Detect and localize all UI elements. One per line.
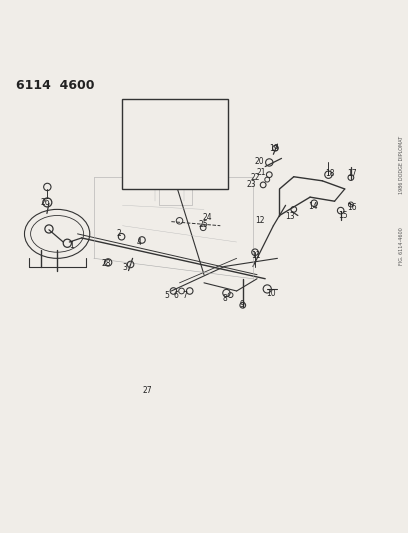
Text: 19: 19: [269, 144, 279, 154]
Text: 7: 7: [182, 292, 187, 301]
Text: 18: 18: [325, 169, 335, 178]
Text: 14: 14: [308, 201, 318, 211]
Text: 25: 25: [198, 220, 208, 229]
Text: 20: 20: [254, 157, 264, 166]
Text: FIG. 6114-4600: FIG. 6114-4600: [399, 227, 404, 265]
Text: 13: 13: [285, 212, 295, 221]
Text: 24: 24: [202, 213, 212, 222]
Text: 4: 4: [137, 238, 142, 247]
Text: 1: 1: [69, 241, 74, 250]
Text: 22: 22: [251, 173, 260, 182]
FancyBboxPatch shape: [122, 99, 228, 189]
Text: 26: 26: [41, 198, 51, 206]
Text: 5: 5: [165, 292, 170, 301]
Text: 27: 27: [142, 386, 152, 395]
Text: 6114  4600: 6114 4600: [16, 79, 95, 92]
Text: 7: 7: [126, 140, 131, 149]
Text: 15: 15: [338, 211, 348, 220]
Text: 6: 6: [174, 292, 179, 301]
Text: 9: 9: [240, 300, 245, 309]
Text: 11: 11: [251, 251, 261, 260]
Text: 28: 28: [101, 259, 111, 268]
Text: 12: 12: [189, 123, 199, 132]
Text: 10: 10: [266, 288, 276, 297]
Text: 2: 2: [116, 229, 121, 238]
Text: 8: 8: [223, 294, 228, 303]
Text: 12: 12: [255, 216, 265, 225]
Text: 17: 17: [347, 169, 357, 178]
Text: 16: 16: [347, 203, 357, 212]
Text: 3: 3: [123, 263, 128, 272]
Text: 27: 27: [148, 140, 158, 149]
Text: 21: 21: [256, 168, 266, 177]
Text: 1986 DODGE DIPLOMAT: 1986 DODGE DIPLOMAT: [399, 135, 404, 193]
Text: 23: 23: [246, 180, 256, 189]
